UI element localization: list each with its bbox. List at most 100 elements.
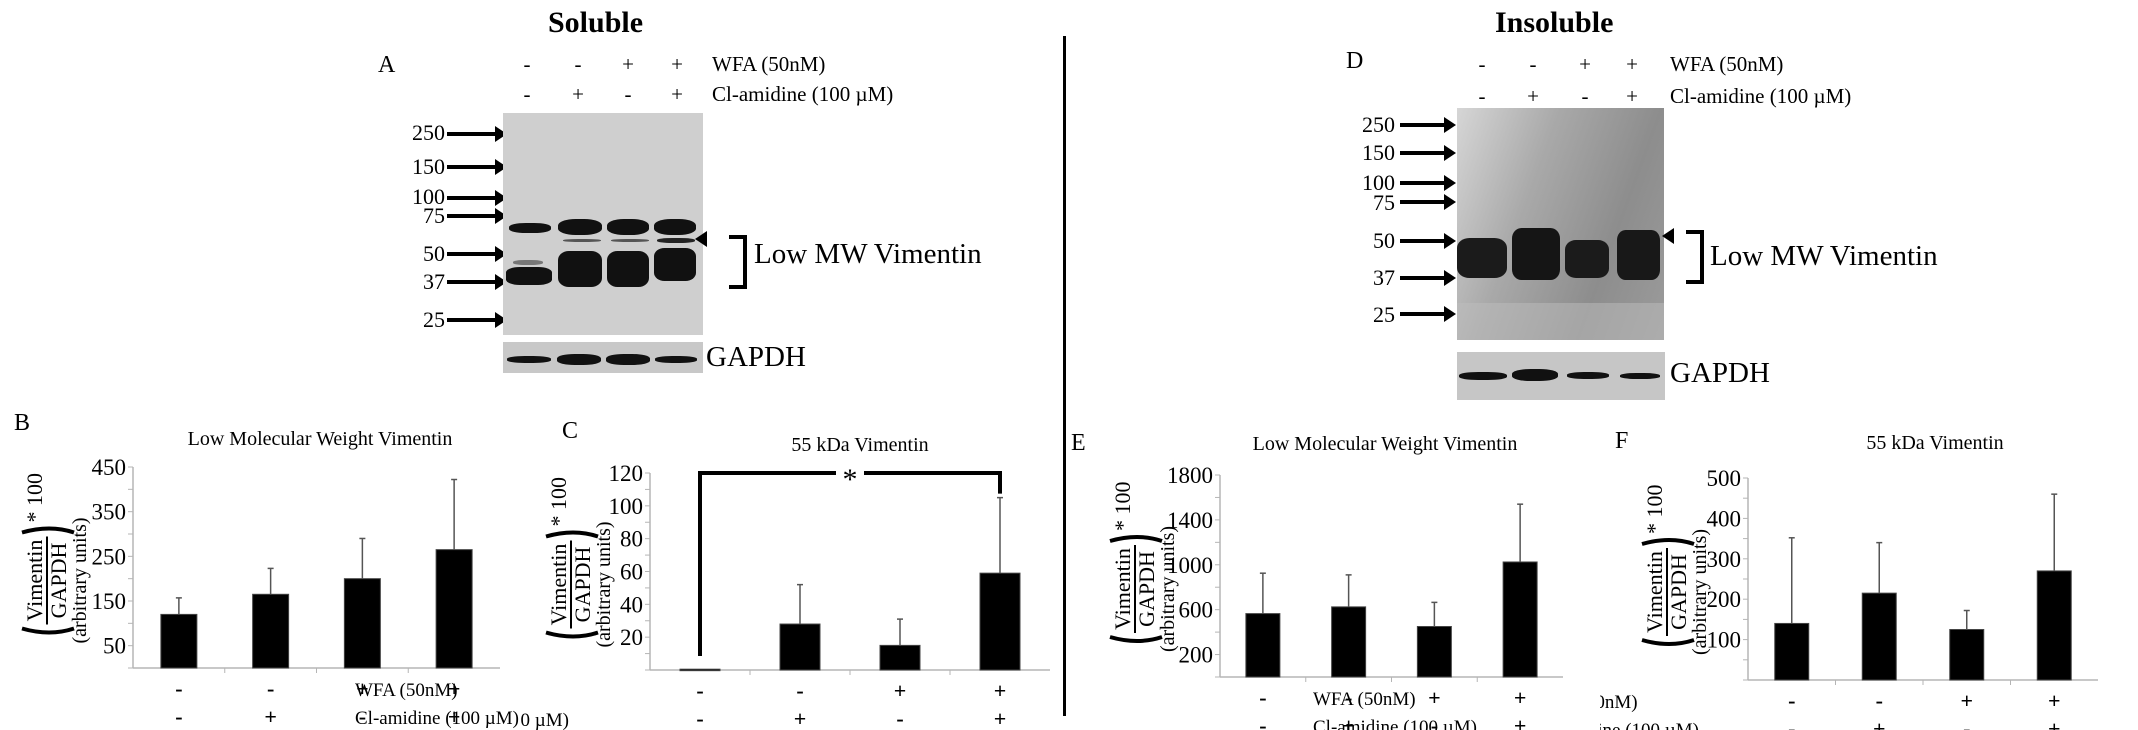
y-tick-label: 50 [103,634,126,659]
wfa-sign: - [1478,52,1486,76]
insoluble-section-title: Insoluble [1495,6,1614,39]
clamidine-sign: - [1478,84,1486,108]
y-label-numerator: Vimentin [1110,548,1135,630]
mw-marker-label: 50 [423,241,445,266]
clamidine-sign: + [572,82,584,106]
y-label-units: (arbitrary units) [593,521,615,647]
x-clamidine-sign: - [896,706,903,730]
x-clamidine-label: Cl-amidine (100 µM) [520,710,569,730]
y-label-multiplier: * 100 [546,477,571,527]
x-wfa-sign: + [356,676,369,701]
mw-marker-label: 37 [423,269,445,294]
mw-marker-label: 75 [1373,190,1395,215]
mw-arrow-icon [1400,175,1456,191]
y-label-multiplier: * 100 [1642,485,1667,535]
clamidine-sign: + [1626,84,1638,108]
arrowhead-55kda-icon [1662,228,1674,244]
chart-f-svg: 100 200 300 400 500 Vimentin GAPDH * 100 (arbitr… [1600,466,2098,730]
y-tick-label: 1000 [1167,553,1213,578]
bar [435,549,473,669]
y-tick-label: 400 [1707,506,1742,531]
bar [160,613,198,669]
x-wfa-sign: + [894,678,907,703]
chart-b-title: Low Molecular Weight Vimentin [187,428,453,450]
mw-marker-label: 25 [423,307,445,332]
y-tick-label: 80 [620,527,643,552]
mw-arrow-icon [447,312,507,328]
bar [679,668,721,672]
wfa-sign: + [1579,52,1591,76]
x-wfa-sign: - [796,678,803,703]
panel-letter-b: B [14,410,31,436]
mw-marker-label: 150 [412,154,445,179]
x-wfa-sign: + [1514,685,1527,710]
wfa-sign: + [1626,52,1638,76]
clamidine-sign: + [671,82,683,106]
y-label-paren-right [545,530,599,539]
x-clamidine-sign: + [448,704,461,729]
bar [779,623,821,671]
bar [1331,606,1367,678]
y-tick-label: 150 [92,589,127,614]
y-tick-label: 250 [92,544,127,569]
mw-marker-label: 100 [1362,170,1395,195]
bar [1502,561,1538,678]
blot-a-vimentin-image [503,113,703,335]
mw-arrow-icon [1400,145,1456,161]
y-label-paren-right [1109,535,1163,543]
mw-arrow-icon [447,274,507,290]
bar [1245,613,1281,678]
bar [979,572,1021,671]
mw-arrow-icon [447,159,507,175]
y-label-denominator: GAPDH [1134,551,1159,627]
mw-arrow-icon [1400,306,1456,322]
x-clamidine-sign: - [359,704,366,729]
y-label-numerator: Vimentin [22,540,47,622]
blot-d-bracket-label: Low MW Vimentin [1710,240,1938,272]
clamidine-sign: + [1527,84,1539,108]
x-wfa-sign: + [448,676,461,701]
mw-arrow-icon [447,208,507,224]
wfa-sign: + [622,52,634,76]
clamidine-sign: - [523,82,531,106]
y-tick-label: 100 [1707,628,1742,653]
arrowhead-55kda-icon [695,231,707,247]
x-clamidine-sign: + [264,704,277,729]
blot-d-vimentin-image [1457,108,1664,340]
bar [1861,592,1897,681]
blot-a-gapdh-image [503,342,703,373]
mw-marker-label: 25 [1373,302,1395,327]
bar [1416,626,1452,678]
y-label-paren-right [1641,538,1695,546]
y-label-multiplier: * 100 [22,473,47,523]
mw-marker-label: 37 [1373,265,1395,290]
panel-letter-c: C [562,418,579,444]
chart-b-svg: 50 150 250 350 450 Vimentin GAPDH * 100 (arbitra… [21,455,519,729]
y-label-units: (arbitrary units) [1689,529,1711,655]
blot-a-bracket-label: Low MW Vimentin [754,238,982,270]
y-tick-label: 500 [1707,466,1742,491]
chart-e-title: Low Molecular Weight Vimentin [1252,433,1518,455]
y-tick-label: 60 [620,560,643,585]
chart-e-svg: 200 600 1000 1400 1800 Vimentin GAPDH * 100 (arb… [1109,463,1563,730]
x-wfa-sign: - [1345,685,1352,710]
y-label-paren-left [1109,635,1163,643]
significance-asterisk: * [843,463,858,496]
x-wfa-sign: + [994,678,1007,703]
blot-d-wfa-label: WFA (50nM) [1670,52,1784,76]
low-mw-bracket [729,235,747,289]
x-wfa-sign: - [696,678,703,703]
panel-letter-a: A [378,52,396,78]
chart-c-svg: 20 40 60 80 100 120 Vimentin GAPDH * 100 (arbitra… [520,461,1050,730]
y-label-denominator: GAPDH [570,547,595,623]
wfa-sign: - [1529,52,1537,76]
bar [252,593,290,669]
soluble-section-title: Soluble [548,6,644,39]
x-wfa-sign: - [267,676,274,701]
y-tick-label: 1800 [1167,463,1213,488]
blot-a-wfa-label: WFA (50nM) [712,52,826,76]
x-wfa-label: WFA (50nM) [355,680,458,701]
chart-f-title: 55 kDa Vimentin [1866,432,2004,454]
x-clamidine-sign: - [696,706,703,730]
wfa-sign: - [523,52,531,76]
